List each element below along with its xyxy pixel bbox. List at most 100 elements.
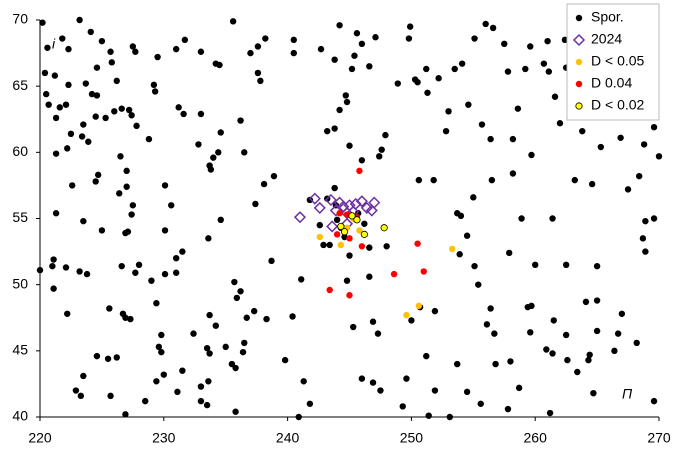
- point: [425, 412, 432, 419]
- x-tick-label: 220: [28, 430, 52, 446]
- point: [546, 409, 554, 417]
- point: [78, 133, 86, 140]
- point: [487, 305, 494, 312]
- point: [431, 307, 439, 315]
- point: [527, 43, 534, 50]
- point: [435, 75, 442, 82]
- point: [639, 235, 647, 242]
- point: [102, 114, 109, 122]
- point: [243, 314, 250, 321]
- point: [237, 288, 244, 295]
- point: [217, 216, 224, 224]
- point: [614, 330, 622, 337]
- point: [465, 101, 472, 108]
- point: [216, 61, 223, 69]
- point: [56, 104, 64, 111]
- point: [179, 248, 186, 255]
- point: [349, 197, 362, 211]
- legend: Spor. 2024 D < 0.05 D 0.04 D < 0.02: [566, 3, 660, 121]
- point: [62, 264, 70, 271]
- point: [424, 89, 431, 96]
- point: [233, 294, 241, 302]
- point: [482, 20, 489, 28]
- point: [471, 262, 478, 270]
- point: [593, 262, 601, 270]
- point: [64, 310, 71, 317]
- point: [564, 356, 571, 364]
- point: [293, 211, 307, 224]
- point: [528, 302, 535, 310]
- point: [158, 331, 165, 339]
- point: [289, 313, 296, 320]
- point: [111, 108, 118, 115]
- point: [76, 16, 83, 24]
- point: [65, 45, 72, 53]
- point: [231, 278, 238, 286]
- point: [350, 323, 357, 331]
- legend-label: D 0.04: [591, 75, 632, 91]
- point: [62, 101, 70, 108]
- point: [326, 286, 333, 294]
- point: [333, 216, 341, 224]
- point: [153, 378, 160, 385]
- point: [618, 310, 626, 317]
- point: [650, 397, 658, 405]
- point: [451, 65, 458, 73]
- point: [611, 347, 618, 355]
- point: [380, 224, 388, 232]
- point: [122, 314, 129, 321]
- point: [172, 255, 180, 262]
- point: [161, 227, 169, 234]
- point: [585, 356, 592, 364]
- point: [313, 201, 326, 214]
- point: [477, 400, 484, 407]
- point: [205, 235, 212, 242]
- point: [154, 53, 161, 61]
- point: [59, 35, 66, 42]
- point: [551, 93, 559, 100]
- point: [343, 277, 351, 284]
- point: [36, 266, 44, 274]
- point: [624, 186, 632, 193]
- point: [597, 143, 605, 151]
- point: [153, 299, 160, 307]
- point: [590, 389, 597, 397]
- point: [237, 117, 244, 124]
- point: [545, 68, 553, 75]
- point: [106, 305, 113, 312]
- point: [348, 212, 356, 220]
- point: [125, 106, 133, 114]
- point: [172, 45, 180, 53]
- point: [394, 80, 401, 87]
- point: [403, 311, 410, 319]
- point: [77, 392, 85, 400]
- point: [257, 77, 264, 85]
- legend-label: D < 0.02: [591, 97, 645, 113]
- point: [80, 217, 87, 225]
- point: [333, 231, 341, 238]
- point: [155, 343, 163, 351]
- point: [172, 269, 180, 276]
- point: [298, 276, 305, 283]
- point: [160, 371, 167, 378]
- point: [446, 413, 453, 421]
- point: [504, 68, 512, 75]
- y-tick-label: 50: [12, 275, 28, 291]
- point: [326, 220, 339, 233]
- x-tick-label: 270: [647, 430, 671, 446]
- point: [65, 81, 72, 89]
- point: [306, 400, 314, 407]
- point: [449, 245, 456, 253]
- point: [475, 281, 482, 288]
- point: [358, 243, 366, 250]
- point: [336, 210, 343, 217]
- point: [92, 113, 99, 120]
- point: [123, 183, 130, 190]
- point: [588, 180, 596, 188]
- point: [206, 311, 213, 319]
- point: [414, 78, 421, 86]
- point: [295, 413, 302, 421]
- point: [369, 318, 377, 325]
- point: [317, 45, 325, 53]
- point: [222, 343, 229, 351]
